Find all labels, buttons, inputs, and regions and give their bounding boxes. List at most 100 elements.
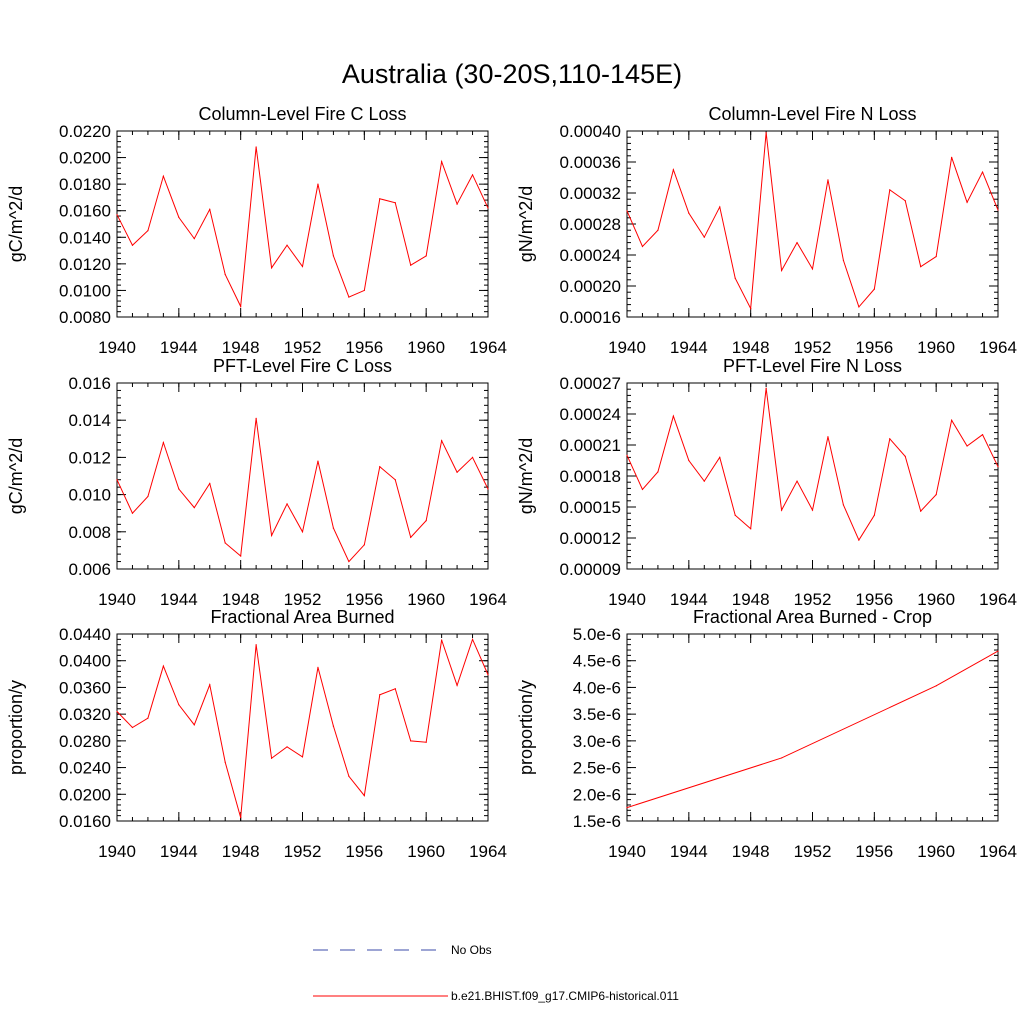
data-point — [981, 171, 984, 173]
panel-3: PFT-Level Fire C Loss gC/m^2/d 0.006 0.008 0… — [6, 356, 507, 609]
data-point — [873, 514, 875, 516]
data-point — [240, 305, 242, 307]
y-tick-label: 0.0100 — [59, 281, 111, 300]
data-point — [379, 198, 381, 200]
y-tick-label: 0.00036 — [560, 153, 621, 172]
x-tick-label: 1956 — [855, 842, 893, 861]
y-tick-label: 0.0200 — [59, 149, 111, 168]
legend-label-no-obs: No Obs — [451, 943, 492, 957]
data-point — [626, 454, 628, 456]
data-point — [997, 209, 999, 211]
plot-frame — [626, 633, 999, 822]
data-point — [441, 440, 443, 442]
data-point — [255, 417, 257, 419]
y-axis-label: proportion/y — [6, 680, 26, 775]
data-point — [827, 179, 829, 181]
data-point — [951, 419, 953, 421]
y-tick-label: 0.0320 — [59, 705, 111, 724]
data-point — [209, 482, 211, 485]
data-point — [626, 807, 628, 809]
x-tick-label: 1964 — [979, 590, 1017, 609]
data-point — [920, 266, 922, 268]
series-line — [116, 418, 489, 563]
data-point — [858, 539, 860, 541]
data-point — [889, 438, 891, 440]
panel-1: Column-Level Fire C Loss gC/m^2/d 0.0080 0.… — [6, 104, 507, 357]
legend-label-model: b.e21.BHIST.f09_g17.CMIP6-historical.011 — [451, 989, 679, 1003]
data-point — [997, 466, 999, 468]
data-point — [657, 471, 659, 473]
data-point — [487, 674, 489, 676]
series-line — [626, 388, 999, 542]
data-point — [301, 265, 304, 268]
x-tick-label: 1948 — [732, 842, 770, 861]
data-point — [719, 206, 721, 208]
data-point — [811, 268, 814, 270]
data-point — [641, 488, 644, 491]
data-point — [147, 495, 149, 498]
data-point — [162, 441, 164, 444]
figure-title: Australia (30-20S,110-145E) — [342, 59, 682, 89]
data-point — [966, 445, 968, 447]
data-point — [688, 212, 690, 214]
data-point — [441, 160, 443, 163]
data-point — [410, 264, 412, 266]
data-point — [456, 203, 458, 205]
x-tick-label: 1948 — [222, 842, 260, 861]
x-tick-label: 1960 — [917, 338, 955, 357]
data-point — [951, 156, 953, 158]
data-point — [255, 146, 257, 148]
data-point — [286, 746, 288, 748]
x-tick-label: 1940 — [98, 590, 136, 609]
x-tick-label: 1960 — [407, 842, 445, 861]
x-tick-label: 1944 — [670, 338, 708, 357]
data-point — [363, 795, 365, 797]
x-tick-label: 1960 — [917, 590, 955, 609]
legend: No Obs b.e21.BHIST.f09_g17.CMIP6-histori… — [313, 943, 679, 1003]
data-point — [487, 207, 489, 209]
panel-5: Fractional Area Burned proportion/y 0.0160… — [6, 607, 507, 861]
plot-frame — [626, 382, 999, 570]
x-tick-label: 1952 — [284, 842, 322, 861]
y-axis-label: gN/m^2/d — [516, 438, 536, 514]
data-point — [255, 644, 257, 646]
data-point — [332, 725, 335, 727]
panel-2: Column-Level Fire N Loss gN/m^2/d 0.00016 0… — [516, 104, 1017, 357]
x-tick-label: 1944 — [160, 842, 198, 861]
data-point — [240, 555, 242, 557]
data-point — [348, 296, 350, 298]
y-tick-label: 0.00028 — [560, 215, 621, 234]
data-point — [379, 466, 381, 468]
data-point — [796, 480, 798, 482]
y-tick-label: 0.00009 — [560, 560, 621, 579]
data-point — [765, 131, 767, 134]
data-point — [270, 757, 273, 759]
data-point — [301, 531, 304, 533]
data-point — [780, 757, 783, 759]
data-point — [162, 175, 164, 177]
data-point — [966, 201, 968, 203]
data-point — [626, 210, 628, 212]
data-point — [286, 244, 288, 246]
y-tick-label: 0.00024 — [560, 405, 621, 424]
y-tick-label: 5.0e-6 — [573, 625, 621, 644]
data-point — [178, 704, 180, 706]
x-tick-label: 1944 — [160, 338, 198, 357]
series-line — [116, 637, 489, 818]
y-tick-label: 0.0140 — [59, 228, 111, 247]
data-point — [317, 460, 319, 462]
y-tick-label: 4.0e-6 — [573, 678, 621, 697]
x-tick-label: 1940 — [608, 338, 646, 357]
y-tick-label: 0.00016 — [560, 308, 621, 327]
x-tick-label: 1952 — [794, 842, 832, 861]
data-point — [193, 724, 195, 726]
y-tick-label: 0.00040 — [560, 122, 621, 141]
panel-title: Fractional Area Burned - Crop — [693, 607, 932, 627]
y-tick-label: 3.0e-6 — [573, 732, 621, 751]
data-point — [425, 255, 427, 257]
y-tick-label: 0.00012 — [560, 529, 621, 548]
x-tick-label: 1940 — [608, 842, 646, 861]
data-point — [780, 269, 783, 272]
data-point — [471, 638, 474, 640]
